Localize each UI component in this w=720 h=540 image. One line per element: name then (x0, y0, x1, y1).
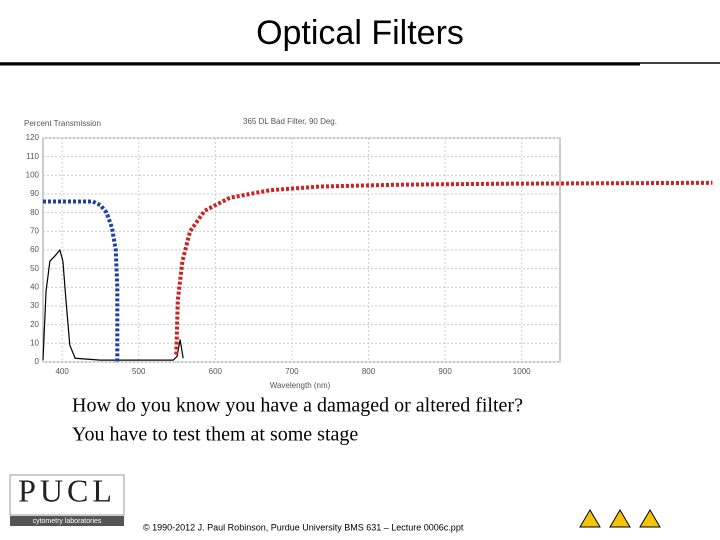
body-line: You have to test them at some stage (72, 424, 358, 446)
x-tick-label: 800 (362, 367, 376, 376)
warning-icons (579, 509, 661, 528)
y-tick-label: 90 (30, 189, 39, 198)
y-tick-label: 40 (30, 282, 39, 291)
series-line (43, 199, 120, 362)
y-axis-label: Percent Transmission (24, 119, 101, 128)
x-tick-label: 500 (132, 367, 146, 376)
y-tick-label: 100 (26, 170, 40, 179)
logo-name: PUCL (18, 472, 116, 508)
y-tick-label: 120 (26, 133, 40, 142)
y-tick-label: 80 (30, 208, 39, 217)
x-tick-label: 400 (55, 367, 69, 376)
x-tick-label: 900 (438, 367, 452, 376)
logo-caption: cytometry laboratories (33, 518, 102, 525)
series-line (42, 248, 184, 361)
y-tick-label: 10 (30, 338, 39, 347)
logo-box (9, 474, 125, 516)
y-tick-label: 20 (30, 320, 39, 329)
x-tick-label: 700 (285, 367, 299, 376)
slide-title: Optical Filters (256, 14, 464, 52)
x-tick-label: 1000 (513, 367, 531, 376)
y-tick-label: 0 (35, 357, 40, 366)
y-tick-label: 60 (30, 245, 39, 254)
chart: 365 DL Bad Filter, 90 Deg. Percent Transm… (24, 117, 713, 390)
y-tick-label: 30 (30, 301, 39, 310)
logo-band (10, 516, 124, 526)
series-line (174, 180, 713, 355)
y-tick-label: 110 (26, 152, 39, 161)
body-line: How do you know you have a damaged or al… (72, 395, 523, 417)
y-tick-label: 50 (30, 264, 39, 273)
x-tick-label: 600 (209, 367, 223, 376)
x-axis-label: Wavelength (nm) (270, 381, 331, 390)
y-tick-label: 70 (30, 226, 39, 235)
footer: © 1990-2012 J. Paul Robinson, Purdue Uni… (143, 522, 464, 532)
chart-title: 365 DL Bad Filter, 90 Deg. (243, 117, 337, 126)
